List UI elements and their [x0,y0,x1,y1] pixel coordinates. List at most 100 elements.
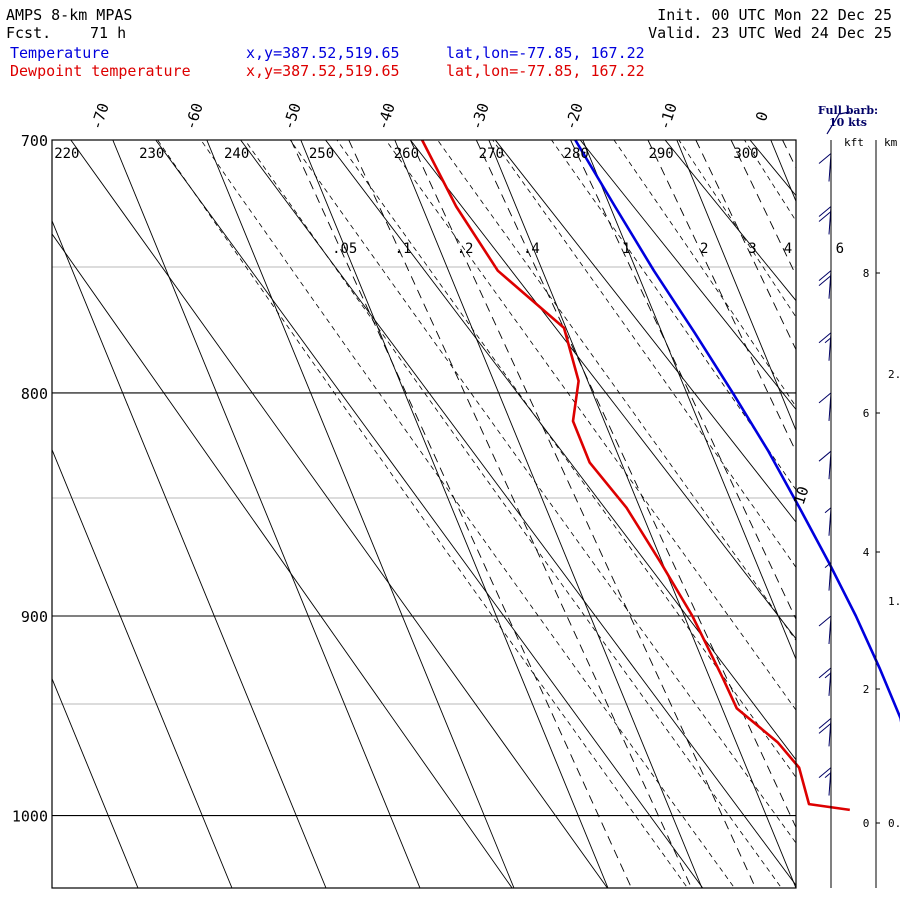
mixing-ratio-line [695,140,796,351]
isotherm-line [206,140,515,888]
barb-legend-sample-flag [838,111,851,115]
isotherm-line [112,140,421,888]
dewpoint-legend-latlon: lat,lon=-77.85, 167.22 [446,62,645,80]
dry-adiabat-label: 300 [733,146,758,162]
mixing-ratio-label: 6 [836,241,844,257]
moist-adiabat-line [551,140,796,491]
kft-label: 8 [863,267,870,280]
isotherm-line [52,677,139,888]
isotherm-line [676,140,796,432]
mixing-ratio-label: .1 [395,241,412,257]
dry-adiabat-line [240,140,796,887]
wind-barb-flag [818,332,832,344]
km-label: 2. [888,368,900,381]
temperature-legend-xy: x,y=387.52,519.65 [246,44,400,62]
dry-adiabat-line [155,140,704,888]
barb-legend-line2: 10 kts [829,116,867,129]
dry-adiabat-label: 270 [479,146,504,162]
moist-adiabat-line [336,140,796,778]
dry-adiabat-line [325,140,796,761]
wind-barb-flag [818,767,832,778]
pressure-tick-label: 1000 [12,808,48,826]
mixing-ratio-line [290,140,632,888]
kft-label: 4 [863,546,870,559]
wind-barb-flag [818,723,832,734]
mixing-ratio-line [348,140,692,888]
isotherm-label: -40 [373,101,398,132]
temperature-legend-name: Temperature [10,44,110,62]
dry-adiabat-line [664,140,796,302]
moist-adiabat-line [613,140,796,408]
moist-adiabat-line [385,140,796,711]
mixing-ratio-line [647,140,796,453]
dry-adiabat-line [70,140,608,888]
isotherm-label: 10 [790,484,813,507]
isotherm-label: -60 [181,101,206,132]
dry-adiabat-line [52,233,513,888]
mixing-ratio-label: 4 [784,241,792,257]
mixing-ratio-label: .4 [523,241,540,257]
isotherm-label: 0 [752,109,772,123]
barb-legend-sample [826,113,840,135]
dry-adiabat-line [749,140,796,197]
dry-adiabat-label: 260 [394,146,419,162]
dewpoint-profile-line [420,139,850,812]
dewpoint-legend-name: Dewpoint temperature [10,62,191,80]
dry-adiabat-line [579,140,796,411]
km-header: km [884,136,898,149]
km-label: 1. [888,595,900,608]
wind-barb-half-flag [824,672,832,679]
dry-adiabat-label: 250 [309,146,334,162]
model-title: AMPS 8-km MPAS [6,6,133,24]
mixing-ratio-line [410,140,757,888]
wind-barb-flag [818,211,832,222]
kft-label: 0 [863,817,870,830]
pressure-tick-label: 800 [21,385,48,403]
temperature-legend-latlon: lat,lon=-77.85, 167.22 [446,44,645,62]
mixing-ratio-label: 3 [748,241,756,257]
dry-adiabat-label: 280 [564,146,589,162]
wind-barb-flag [818,392,832,404]
wind-barb-flag [818,206,832,217]
wind-barb-flag [818,615,832,627]
temperature-profile-line [574,139,900,723]
isotherm-label: -30 [467,101,492,132]
moist-adiabat-line [492,140,796,569]
dry-adiabat-label: 240 [224,146,249,162]
mixing-ratio-label: .05 [332,241,357,257]
wind-barb-half-flag [824,337,832,344]
dry-adiabat-label: 220 [54,146,79,162]
dry-adiabat-line [835,140,900,888]
wind-barb-flag [818,450,832,462]
dry-adiabat-line [494,140,796,523]
isotherm-label: -50 [279,101,304,132]
kft-label: 6 [863,407,870,420]
forecast-value: 71 h [90,24,127,42]
mixing-ratio-label: 2 [700,241,708,257]
isotherm-label: -10 [655,101,680,132]
plot-frame [51,139,797,889]
wind-barb-half-flag [824,772,832,778]
wind-barb-half-flag [824,507,832,514]
mixing-ratio-label: 1 [622,241,630,257]
wind-barb-half-flag [824,562,832,569]
km-label: 0. [888,817,900,830]
mixing-ratio-line [570,140,796,621]
moist-adiabat-line [289,140,796,844]
isotherm-line [488,140,796,888]
mixing-ratio-line [475,140,796,829]
moist-adiabat-line [744,140,796,222]
isotherm-line [865,140,900,888]
pressure-tick-label: 700 [21,132,48,150]
isotherm-label: -70 [87,101,112,132]
wind-barb-flag [818,718,832,729]
wind-barb-flag [818,275,832,287]
dry-adiabat-label: 230 [139,146,164,162]
isotherm-line [52,448,233,888]
isotherm-line [582,140,796,661]
valid-time: Valid. 23 UTC Wed 24 Dec 25 [648,24,892,42]
dry-adiabat-label: 290 [648,146,673,162]
wind-barb-flag [818,270,832,282]
pressure-tick-label: 900 [21,608,48,626]
dewpoint-legend-xy: x,y=387.52,519.65 [246,62,400,80]
